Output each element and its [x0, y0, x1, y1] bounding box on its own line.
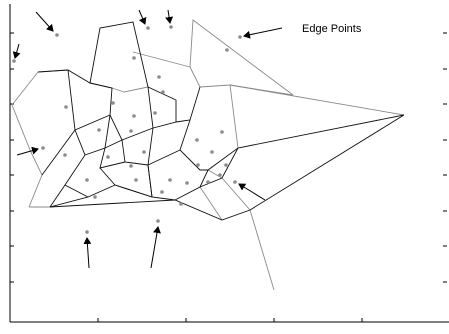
site-point: [85, 178, 89, 182]
site-point: [168, 178, 172, 182]
site-point: [134, 178, 138, 182]
site-point: [63, 153, 67, 157]
site-point: [55, 33, 59, 37]
site-point: [142, 150, 146, 154]
site-point: [220, 130, 224, 134]
site-point: [161, 90, 165, 94]
site-point: [85, 230, 89, 234]
site-point: [196, 163, 200, 167]
right-axis-ticks: [443, 32, 447, 283]
inner-cell-edges: [37, 21, 405, 221]
edge-points-label: Edge Points: [302, 23, 362, 35]
site-point: [185, 181, 189, 185]
site-point: [129, 164, 133, 168]
site-point: [225, 48, 229, 52]
site-point: [156, 219, 160, 223]
arrow: [238, 183, 266, 201]
arrow: [12, 43, 21, 59]
arrow: [35, 11, 54, 32]
site-point: [93, 195, 97, 199]
site-point: [238, 35, 242, 39]
site-point: [195, 138, 199, 142]
site-point: [218, 173, 222, 177]
site-point: [97, 128, 101, 132]
site-point: [129, 129, 133, 133]
bottom-axis-ticks: [97, 318, 363, 322]
site-points: [12, 25, 242, 234]
site-point: [132, 56, 136, 60]
site-point: [233, 180, 237, 184]
arrow: [83, 237, 92, 269]
left-axis-ticks: [10, 32, 14, 283]
site-point: [157, 75, 161, 79]
site-point: [111, 101, 115, 105]
arrow: [243, 27, 283, 39]
site-point: [153, 111, 157, 115]
site-point: [106, 155, 110, 159]
site-point: [41, 146, 45, 150]
site-point: [146, 26, 150, 30]
outer-cell-edges: [11, 19, 405, 291]
site-point: [160, 190, 164, 194]
site-point: [12, 59, 16, 63]
site-point: [132, 114, 136, 118]
arrow: [165, 9, 174, 24]
arrow: [138, 9, 147, 25]
site-point: [210, 150, 214, 154]
edge-point-arrows: [12, 9, 283, 269]
site-point: [206, 180, 210, 184]
arrow: [16, 146, 39, 156]
site-point: [179, 202, 183, 206]
site-point: [224, 163, 228, 167]
site-point: [64, 105, 68, 109]
site-point: [169, 25, 173, 29]
arrow: [150, 226, 161, 269]
